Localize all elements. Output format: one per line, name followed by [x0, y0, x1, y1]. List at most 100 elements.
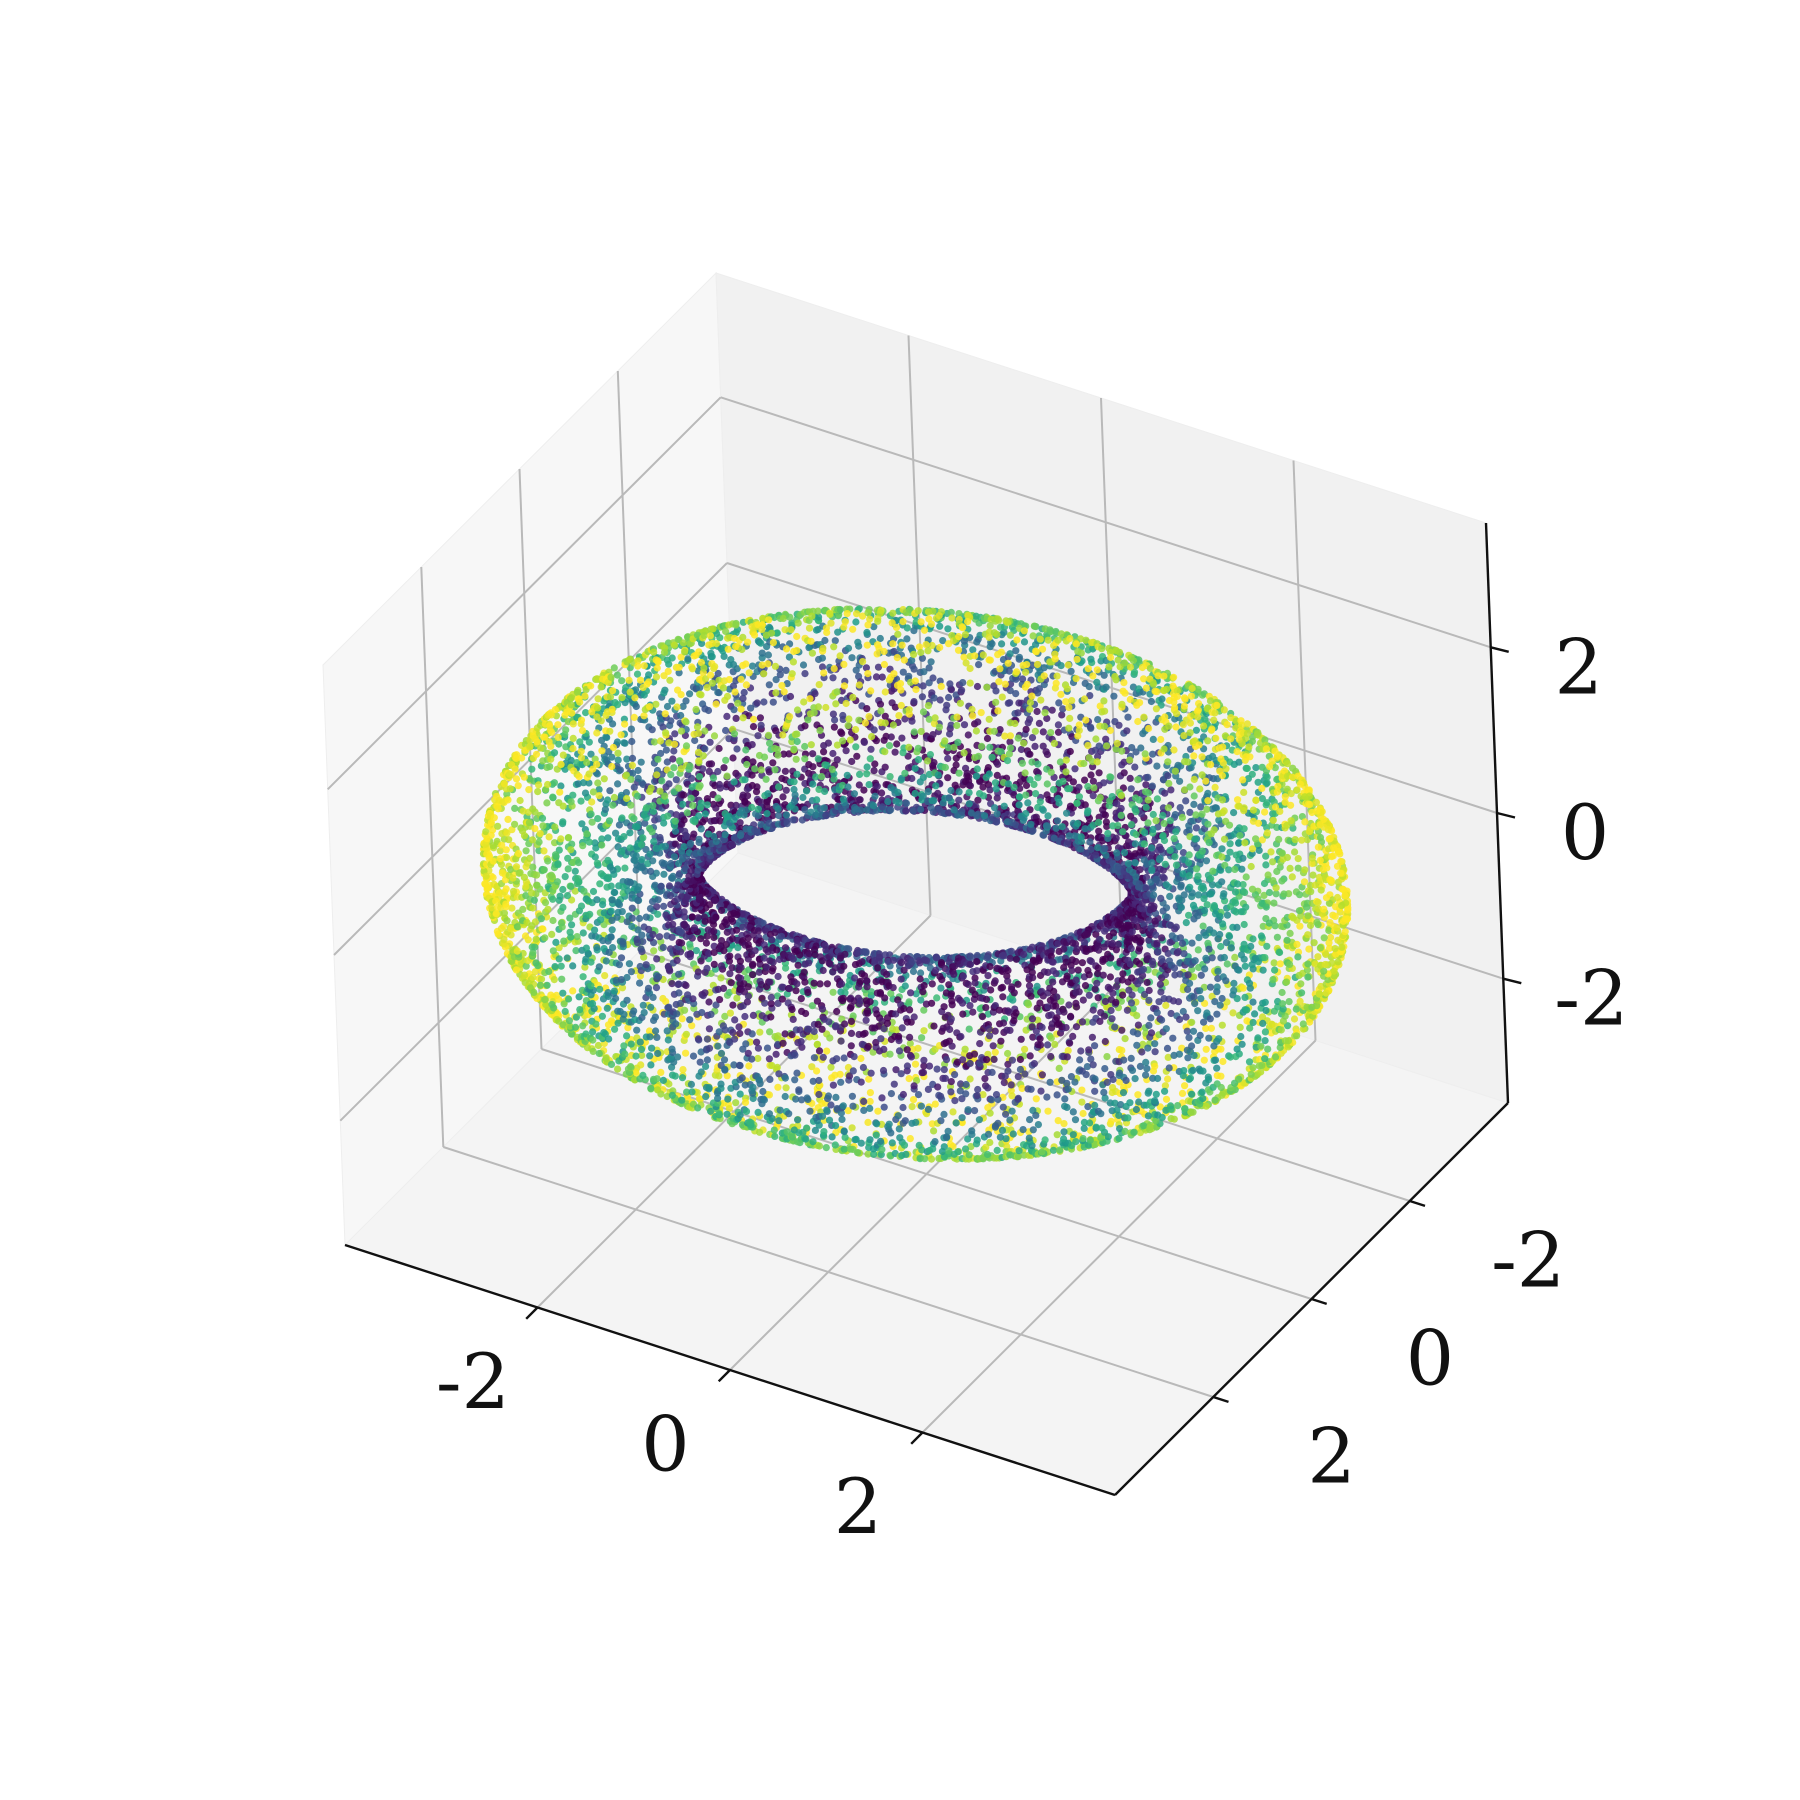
torus-point [775, 1117, 783, 1125]
grid-line-z-back [720, 396, 1492, 649]
torus-point [639, 938, 647, 946]
torus-point [615, 961, 624, 969]
torus-point [1002, 1135, 1010, 1143]
torus-point [724, 1095, 732, 1103]
torus-point [639, 834, 647, 842]
torus-point [559, 885, 567, 894]
torus-point [736, 1090, 744, 1098]
torus-point [680, 908, 688, 916]
torus-point [658, 777, 666, 785]
torus-point [646, 905, 655, 913]
torus-point [667, 717, 675, 725]
torus-point [874, 1107, 882, 1115]
torus-point [802, 1135, 810, 1143]
torus-point [968, 1127, 976, 1135]
torus-point [878, 1145, 886, 1154]
torus-point [611, 1025, 619, 1033]
torus-point [857, 1078, 865, 1086]
torus-point [795, 1086, 803, 1094]
torus-point [577, 797, 585, 805]
torus-point [771, 1132, 779, 1140]
torus-point [920, 1056, 928, 1064]
torus-point [919, 988, 927, 996]
torus-point [866, 1136, 874, 1144]
torus-point [792, 987, 800, 995]
torus-point [1060, 1120, 1068, 1128]
torus-point [851, 803, 859, 812]
torus-point [765, 616, 773, 624]
torus-point [975, 1116, 984, 1124]
torus-point [535, 847, 543, 855]
torus-point [653, 955, 661, 963]
torus-point [620, 1010, 628, 1019]
torus-point [675, 989, 683, 997]
torus-point [648, 1044, 656, 1052]
torus-point [630, 1007, 638, 1015]
torus-point [650, 738, 659, 746]
torus-point [676, 757, 684, 766]
torus-point [569, 744, 577, 753]
torus-point [568, 921, 576, 929]
torus-point [976, 1040, 984, 1048]
torus-point [779, 793, 787, 801]
torus-point [539, 822, 547, 830]
torus-point [786, 692, 795, 701]
torus-point [1053, 1131, 1061, 1139]
torus-point [973, 951, 981, 960]
torus-point [816, 726, 824, 735]
torus-point [765, 1110, 774, 1118]
torus-point [1026, 1052, 1034, 1060]
torus-point [730, 730, 739, 738]
torus-point [766, 978, 774, 986]
torus-point [606, 787, 614, 795]
torus-point [903, 1062, 912, 1070]
torus-point [482, 828, 490, 836]
torus-point [970, 1050, 979, 1058]
torus-point [508, 826, 516, 834]
torus-point [538, 814, 547, 822]
torus-point [982, 995, 991, 1004]
torus-point [616, 766, 625, 774]
torus-point [643, 804, 651, 812]
torus-point [621, 1050, 629, 1058]
torus-point [914, 1091, 923, 1099]
torus-point [751, 765, 759, 773]
torus-point [748, 1055, 756, 1063]
torus-point [826, 610, 834, 619]
torus-point [540, 847, 548, 855]
torus-point [593, 859, 602, 867]
torus-point [920, 1027, 928, 1035]
torus-point [708, 679, 717, 687]
torus-point [801, 755, 809, 763]
torus-point [886, 1050, 894, 1058]
torus-point [705, 1044, 714, 1052]
torus-point [1044, 1107, 1052, 1115]
torus-point [671, 817, 679, 825]
torus-point [832, 1122, 840, 1130]
torus-point [699, 765, 707, 773]
torus-point [828, 1133, 836, 1141]
torus-point [560, 1000, 568, 1008]
torus-point [808, 649, 817, 657]
torus-point [650, 837, 658, 846]
torus-point [626, 878, 635, 887]
torus-point [594, 779, 602, 787]
torus-point [695, 729, 703, 737]
torus-point [833, 1007, 841, 1016]
torus-point [599, 901, 607, 909]
torus-point [829, 988, 837, 996]
torus-point [1029, 1126, 1037, 1134]
torus-point [510, 820, 519, 828]
torus-point [1010, 989, 1018, 997]
torus-point [723, 1110, 731, 1118]
torus-point [604, 796, 612, 804]
torus-point [849, 1067, 857, 1075]
torus-point [638, 856, 646, 864]
torus-point [720, 947, 728, 955]
torus-point [908, 1103, 916, 1111]
torus-point [717, 962, 726, 970]
torus-point [839, 795, 848, 803]
torus-point [1030, 1060, 1038, 1068]
torus-point [742, 681, 751, 689]
torus-point [709, 625, 717, 633]
